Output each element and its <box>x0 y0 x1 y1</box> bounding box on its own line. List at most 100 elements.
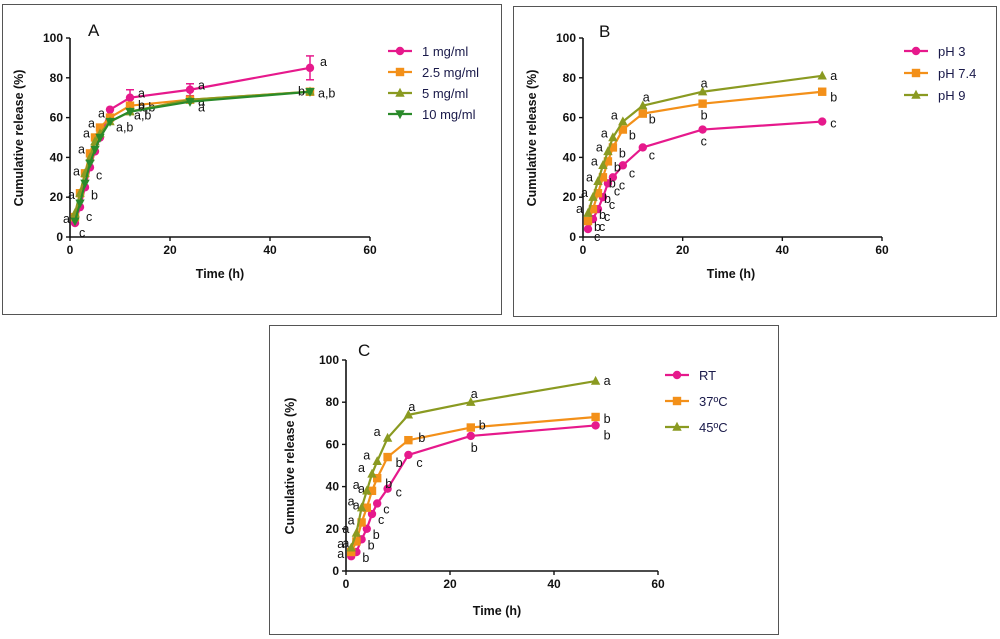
significance-label: b <box>594 220 601 234</box>
chart-panel-c: 0 20 40 60 80 100 0 20 40 60 Time (h) Cumulative re… <box>269 325 779 635</box>
significance-label: b <box>479 419 486 433</box>
data-point <box>185 97 195 107</box>
data-point <box>403 409 414 419</box>
data-point <box>346 542 356 552</box>
panel-letter: B <box>599 22 610 41</box>
significance-label: a <box>358 482 365 496</box>
significance-label: c <box>609 198 615 212</box>
significance-label: c <box>79 226 85 240</box>
data-point <box>588 192 598 201</box>
legend-marker <box>672 396 682 406</box>
significance-label: b <box>604 412 611 426</box>
significance-label: a <box>342 522 349 536</box>
significance-label: a <box>471 387 478 401</box>
data-point <box>618 116 628 126</box>
significance-label: c <box>604 210 610 224</box>
x-tick-label: 20 <box>443 577 457 591</box>
significance-label: a <box>611 109 618 123</box>
significance-label: c <box>701 135 707 149</box>
data-point <box>90 145 100 155</box>
panel-letter: A <box>88 21 100 40</box>
significance-label: a <box>604 374 611 388</box>
y-tick-label: 100 <box>43 31 63 45</box>
legend-label: 37ºC <box>699 394 728 409</box>
data-point <box>105 105 115 114</box>
y-tick-label: 80 <box>50 71 64 85</box>
legend-label: pH 7.4 <box>938 66 976 81</box>
data-point <box>356 502 367 512</box>
legend-marker <box>911 46 921 56</box>
significance-label: c <box>383 502 389 516</box>
significance-label: a <box>374 425 381 439</box>
data-point <box>305 88 315 97</box>
y-tick-label: 100 <box>319 353 339 367</box>
significance-label: a <box>68 188 75 202</box>
data-point <box>817 70 827 80</box>
legend-marker <box>672 421 682 431</box>
significance-label: a <box>337 547 344 561</box>
significance-label: b <box>362 551 369 565</box>
y-tick-label: 80 <box>326 395 340 409</box>
data-point <box>818 87 827 96</box>
y-tick-label: 40 <box>563 150 577 164</box>
significance-label: a <box>408 400 415 414</box>
y-tick-label: 40 <box>326 480 340 494</box>
y-axis-title: Cumulative release (%) <box>283 398 297 535</box>
y-tick-label: 60 <box>563 111 577 125</box>
significance-label: c <box>629 166 635 180</box>
x-tick-label: 20 <box>676 243 690 257</box>
legend-label: pH 9 <box>938 88 965 103</box>
significance-label: a <box>198 79 205 93</box>
significance-label: c <box>619 178 625 192</box>
x-tick-label: 60 <box>363 243 377 257</box>
x-tick-label: 60 <box>875 243 889 257</box>
data-point <box>125 101 135 110</box>
series-line <box>350 380 596 549</box>
significance-label: b <box>629 129 636 143</box>
data-point <box>697 86 708 96</box>
data-point <box>466 431 475 441</box>
x-tick-label: 40 <box>776 243 790 257</box>
significance-label: b <box>385 477 392 491</box>
x-tick-label: 60 <box>651 577 665 591</box>
data-point <box>618 161 628 170</box>
legend-label: 10 mg/ml <box>422 107 476 122</box>
data-point <box>698 125 707 134</box>
x-tick-label: 40 <box>547 577 561 591</box>
y-tick-label: 0 <box>332 564 339 578</box>
y-tick-label: 20 <box>50 190 64 204</box>
chart-a-svg: 0 20 40 60 80 100 0 20 40 60 Time (h) Cumulative re… <box>12 21 479 281</box>
data-point <box>382 432 393 442</box>
significance-label: b <box>649 113 656 127</box>
data-point <box>466 397 476 406</box>
data-point <box>105 117 115 127</box>
significance-label: a <box>348 513 355 527</box>
data-point <box>362 485 372 495</box>
data-point <box>638 109 647 118</box>
data-point <box>352 537 361 546</box>
chart-c-svg: 0 20 40 60 80 100 0 20 40 60 Time (h) Cumulative re… <box>283 341 728 618</box>
legend-label: RT <box>699 368 716 383</box>
significance-label: b <box>138 99 145 113</box>
significance-label: a <box>73 164 80 178</box>
significance-label: a <box>358 461 365 475</box>
x-tick-label: 0 <box>67 243 74 257</box>
y-tick-label: 40 <box>50 150 64 164</box>
data-point <box>372 456 382 465</box>
y-tick-label: 20 <box>563 190 577 204</box>
data-point <box>357 518 366 527</box>
significance-label: c <box>599 220 605 234</box>
data-point <box>583 224 593 234</box>
significance-label: a <box>88 117 95 131</box>
data-point <box>80 179 90 189</box>
data-point <box>638 100 648 110</box>
chart-panel-b: 0 20 40 60 80 100 0 20 40 60 Time (h) Cumulative re… <box>513 6 997 317</box>
data-point <box>362 524 371 533</box>
data-point <box>367 509 377 519</box>
data-point <box>590 375 601 385</box>
y-tick-label: 60 <box>326 437 340 451</box>
series-line <box>586 74 823 214</box>
significance-label: a <box>198 101 205 115</box>
data-point <box>591 421 600 430</box>
legend-marker <box>395 67 405 77</box>
